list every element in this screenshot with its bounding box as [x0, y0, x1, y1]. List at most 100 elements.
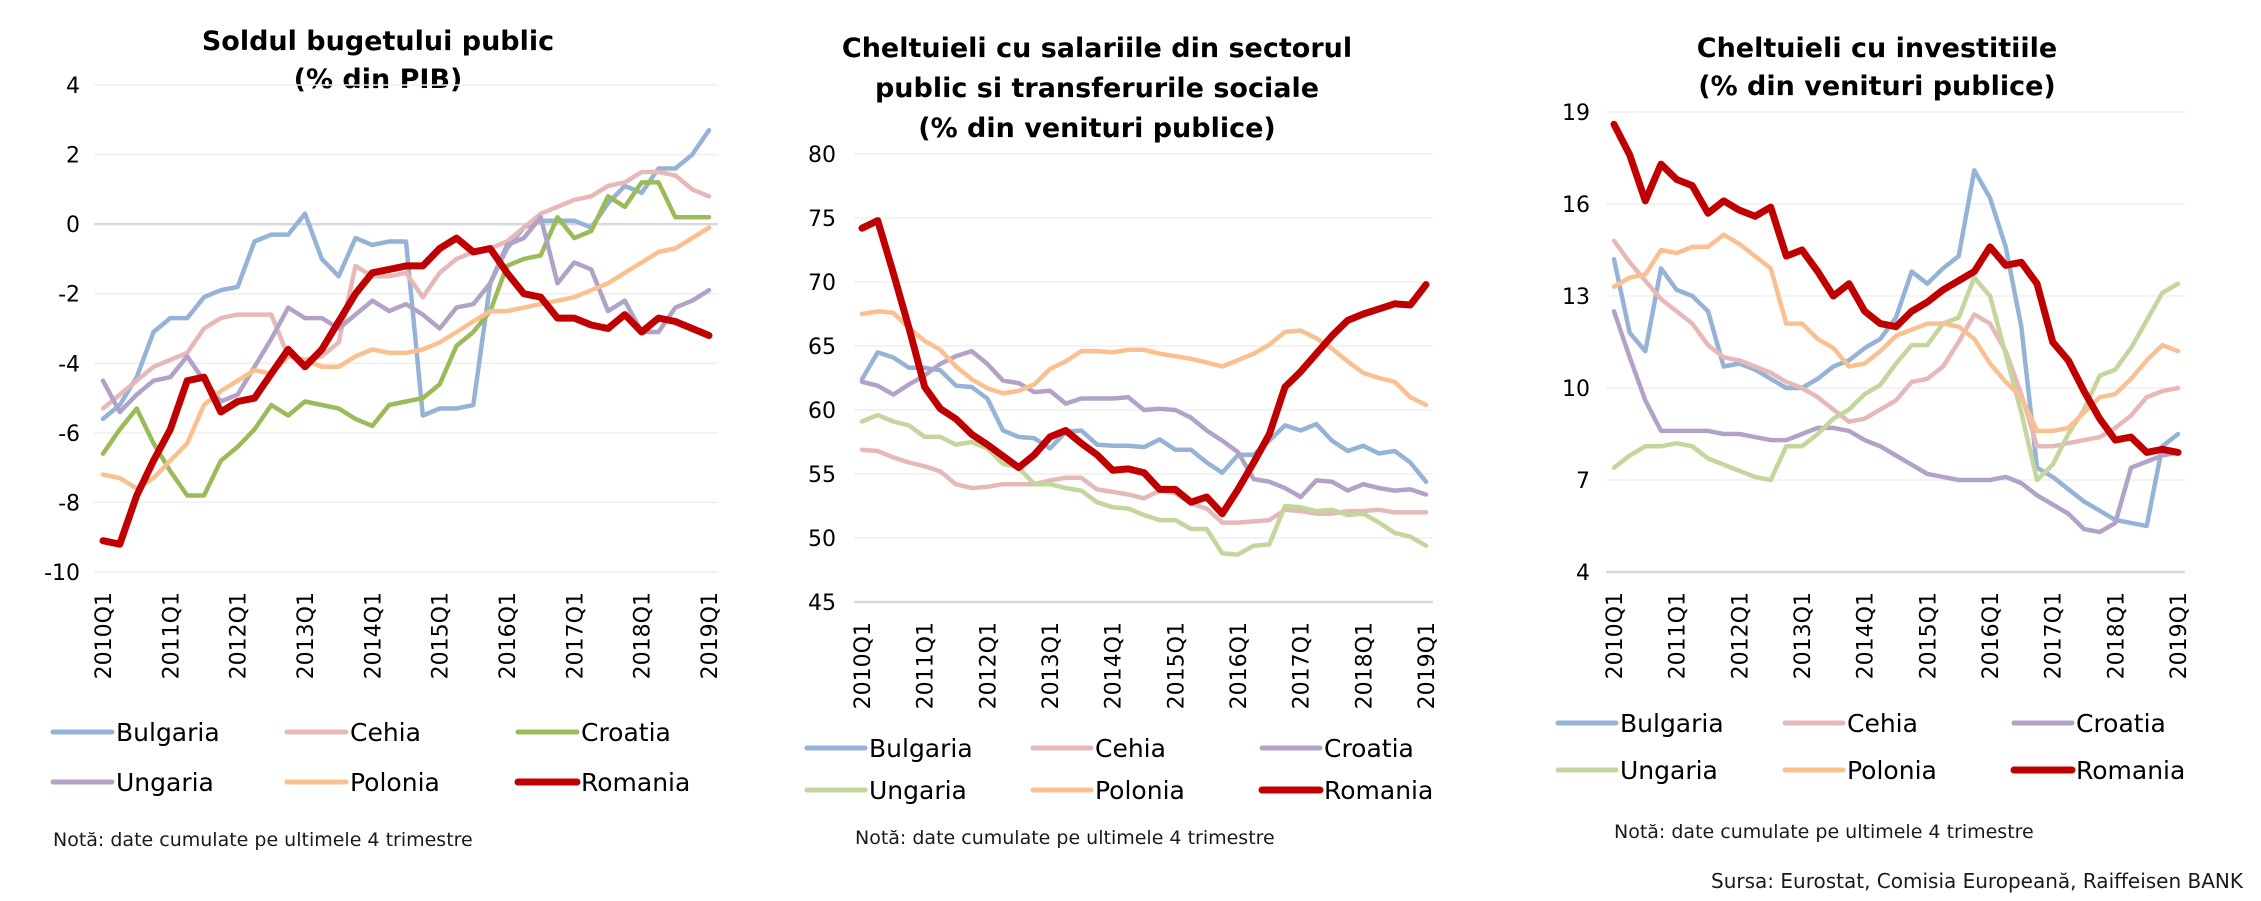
y-tick-label: 7 [1576, 469, 1590, 494]
x-tick-label: 2014Q1 [361, 592, 386, 679]
y-tick-label: 19 [1562, 101, 1590, 126]
y-tick-label: 16 [1562, 193, 1590, 218]
chart-note: Notă: date cumulate pe ultimele 4 trimes… [53, 829, 473, 851]
legend-label: Polonia [1095, 776, 1185, 805]
legend-label: Cehia [350, 718, 421, 747]
series-line-polonia [859, 309, 1429, 408]
x-tick-label: 2019Q1 [698, 592, 723, 679]
y-tick-label: -2 [58, 283, 80, 308]
chart-wages-transfers: Cheltuieli cu salariile din sectorul publ… [804, 33, 1440, 849]
series-line-ungaria [859, 412, 1429, 557]
chart-title-line: (% din PIB) [294, 64, 463, 95]
x-tick-label: 2011Q1 [159, 592, 184, 679]
y-tick-label: 65 [808, 335, 836, 360]
x-tick-label: 2016Q1 [1227, 622, 1252, 709]
x-tick-label: 2010Q1 [92, 592, 117, 679]
x-tick-label: 2012Q1 [227, 592, 252, 679]
y-tick-label: 4 [1576, 561, 1590, 586]
legend-label: Bulgaria [1620, 709, 1724, 738]
x-tick-label: 2018Q1 [631, 592, 656, 679]
x-tick-label: 2015Q1 [1916, 592, 1941, 679]
x-tick-label: 2010Q1 [851, 622, 876, 709]
series-line-bulgaria [1611, 168, 2181, 529]
y-tick-label: -8 [58, 491, 80, 516]
y-tick-label: 75 [808, 207, 836, 232]
y-tick-label: 13 [1562, 285, 1590, 310]
series-line-croatia [1611, 309, 2181, 535]
legend-label: Croatia [1324, 734, 1414, 763]
y-tick-label: 70 [808, 271, 836, 296]
legend-item-romania: Romania [1258, 776, 1433, 805]
chart-budget-balance: Soldul bugetului public (% din PIB) 4 2 0 -2 -… [44, 26, 723, 851]
y-tick-label: -4 [58, 352, 80, 377]
series-line-romania [1610, 120, 2182, 456]
source-note: Sursa: Eurostat, Comisia Europeană, Raif… [1711, 869, 2244, 893]
x-tick-label: 2013Q1 [294, 592, 319, 679]
chart-title-line: (% din venituri publice) [1698, 71, 2056, 102]
chart-investments: Cheltuieli cu investitiile (% din venitur… [1555, 33, 2192, 843]
legend-label: Romania [2076, 756, 2185, 785]
legend-label: Polonia [1847, 756, 1937, 785]
legend-item-romania: Romania [514, 768, 690, 797]
series-line-polonia [1611, 232, 2181, 434]
y-tick-label: 45 [808, 591, 836, 616]
x-tick-label: 2018Q1 [2104, 592, 2129, 679]
legend-item-polonia: Polonia [1030, 776, 1185, 805]
chart-title-line: Cheltuieli cu salariile din sectorul [842, 33, 1352, 64]
chart-title-line: public si transferurile sociale [875, 73, 1319, 104]
y-tick-label: 60 [808, 399, 836, 424]
x-tick-label: 2013Q1 [1791, 592, 1816, 679]
x-tick-label: 2014Q1 [1854, 592, 1879, 679]
x-tick-label: 2015Q1 [429, 592, 454, 679]
legend-item-cehia: Cehia [1782, 709, 1918, 738]
legend-item-ungaria: Ungaria [804, 776, 967, 805]
series-line-ungaria [1611, 275, 2181, 483]
legend-item-cehia: Cehia [284, 718, 421, 747]
legend-item-croatia: Croatia [2011, 709, 2166, 738]
y-tick-label: -6 [58, 422, 80, 447]
series-line-bulgaria [859, 350, 1429, 484]
series-line-croatia [859, 348, 1429, 500]
legend-label: Ungaria [869, 776, 967, 805]
x-tick-label: 2017Q1 [2042, 592, 2067, 679]
x-tick-label: 2018Q1 [1352, 622, 1377, 709]
series-line-polonia [100, 225, 712, 491]
y-tick-label: 55 [808, 463, 836, 488]
y-tick-label: -10 [44, 561, 80, 586]
legend-item-bulgaria: Bulgaria [50, 718, 220, 747]
chart-title-line: (% din venituri publice) [918, 113, 1276, 144]
x-tick-label: 2011Q1 [914, 622, 939, 709]
x-tick-label: 2013Q1 [1039, 622, 1064, 709]
y-tick-label: 80 [808, 143, 836, 168]
legend-label: Romania [581, 768, 690, 797]
legend-item-bulgaria: Bulgaria [804, 734, 973, 763]
series-line-croatia [100, 180, 712, 498]
legend-item-croatia: Croatia [1259, 734, 1414, 763]
legend-label: Ungaria [116, 768, 214, 797]
legend-item-croatia: Croatia [515, 718, 671, 747]
legend-label: Cehia [1095, 734, 1166, 763]
chart-title-line: Soldul bugetului public [202, 26, 554, 57]
legend-label: Romania [1324, 776, 1433, 805]
series-line-romania [858, 217, 1430, 518]
x-tick-label: 2016Q1 [1979, 592, 2004, 679]
legend-item-romania: Romania [2010, 756, 2185, 785]
legend-label: Croatia [2076, 709, 2166, 738]
legend-item-polonia: Polonia [284, 768, 440, 797]
y-tick-label: 0 [66, 213, 80, 238]
x-tick-label: 2017Q1 [563, 592, 588, 679]
x-tick-label: 2012Q1 [1728, 592, 1753, 679]
legend-label: Ungaria [1620, 756, 1718, 785]
x-tick-label: 2014Q1 [1102, 622, 1127, 709]
y-tick-label: 2 [66, 144, 80, 169]
x-tick-label: 2016Q1 [496, 592, 521, 679]
legend-label: Croatia [581, 718, 671, 747]
x-tick-label: 2015Q1 [1164, 622, 1189, 709]
series-line-bulgaria [100, 127, 712, 422]
y-tick-label: 50 [808, 527, 836, 552]
x-tick-label: 2011Q1 [1666, 592, 1691, 679]
chart-title-line: Cheltuieli cu investitiile [1697, 33, 2057, 64]
series-line-cehia [100, 169, 712, 411]
legend-label: Bulgaria [869, 734, 973, 763]
